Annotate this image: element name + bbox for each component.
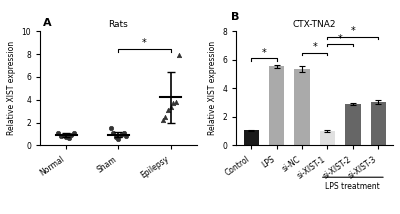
Text: *: * [312,42,317,52]
Point [120,131,127,135]
Point [118,133,124,137]
Text: *: * [262,48,266,58]
Bar [345,104,360,145]
Title: Rats: Rats [109,20,128,29]
Bar [371,102,386,145]
Point [123,134,130,137]
Point [170,101,176,105]
Text: A: A [43,18,51,28]
Point [162,115,169,119]
Bar [320,131,335,145]
Text: *: * [142,38,147,48]
Bar [269,66,284,145]
Title: CTX-TNA2: CTX-TNA2 [293,20,336,29]
Point [68,133,75,137]
Point [71,132,77,135]
Point [165,108,171,112]
Point [108,126,114,129]
Point [168,105,174,108]
Text: *: * [350,26,355,36]
Bar [294,69,310,145]
Y-axis label: Relative XIST expression: Relative XIST expression [7,41,16,135]
Y-axis label: Relative XIST expression: Relative XIST expression [208,41,217,135]
Point [115,137,122,141]
Text: LPS treatment: LPS treatment [326,182,380,191]
Point [175,54,182,57]
Text: *: * [338,34,342,43]
Point [66,137,72,140]
Point [173,100,179,104]
Point [58,134,64,137]
Point [63,136,70,139]
Point [60,133,67,136]
Point [55,131,62,135]
Point [113,136,119,139]
Point [110,132,116,135]
Bar [244,130,259,145]
Text: B: B [231,12,239,22]
Point [160,119,166,122]
